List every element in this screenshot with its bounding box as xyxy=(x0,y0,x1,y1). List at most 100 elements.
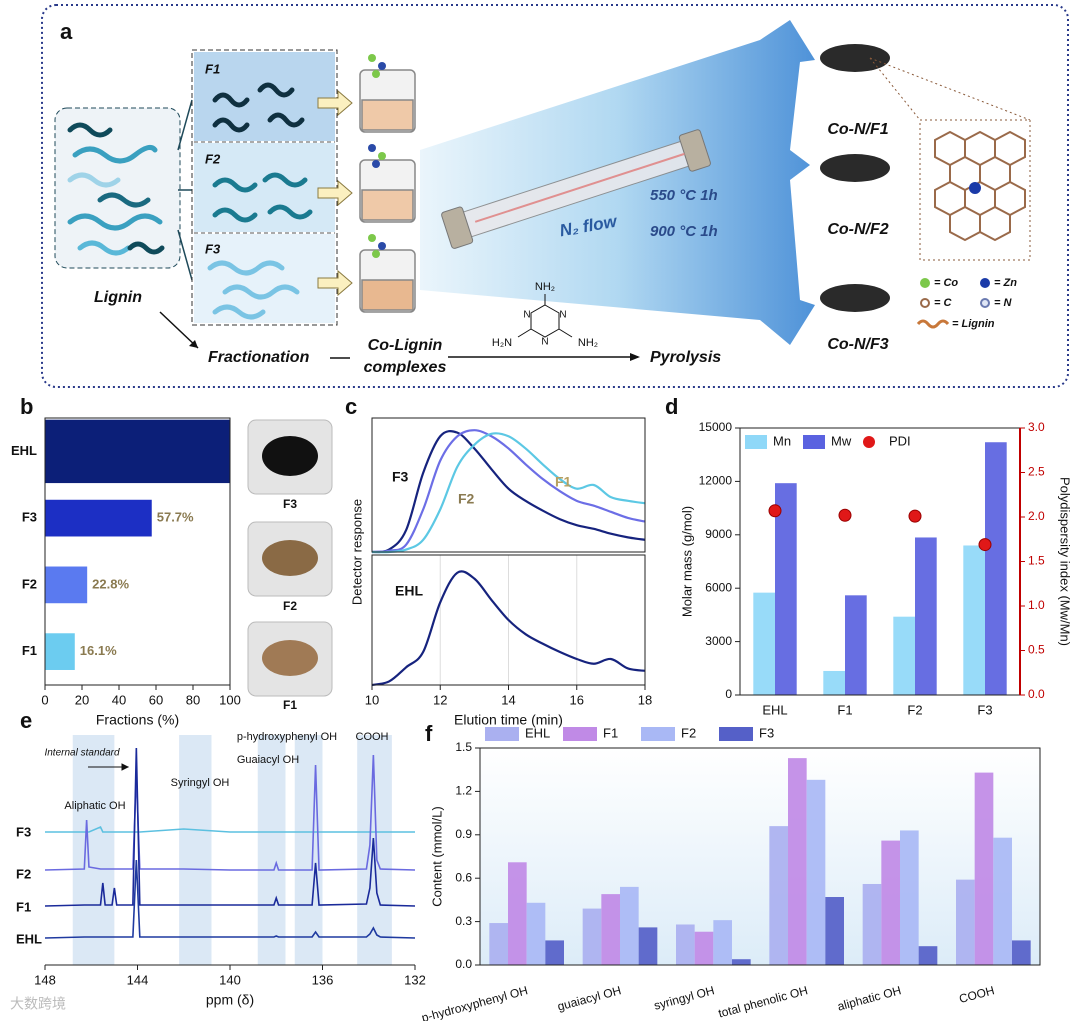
panel-border xyxy=(41,4,1069,388)
bar xyxy=(985,442,1007,695)
tube-furnace xyxy=(441,129,711,249)
x-tick-label: F1 xyxy=(837,702,852,717)
x-axis-label: Fractions (%) xyxy=(96,712,179,728)
bar xyxy=(638,927,658,965)
bar xyxy=(963,545,985,695)
legend-text: = C xyxy=(934,297,952,309)
y-tick-label: 2.5 xyxy=(1028,465,1045,479)
legend-label: EHL xyxy=(525,725,550,740)
y-tick-label: 3000 xyxy=(705,634,732,648)
bar xyxy=(489,923,508,965)
fraction-f2 xyxy=(194,143,335,232)
value-label: 16.1% xyxy=(80,643,117,658)
bar xyxy=(788,758,807,965)
bar xyxy=(775,483,797,695)
melamine-atom: NH₂ xyxy=(535,281,555,293)
scatter-point xyxy=(768,504,782,518)
legend-label: F2 xyxy=(681,725,696,740)
y-tick-label: 9000 xyxy=(705,527,732,541)
bar xyxy=(845,595,867,695)
trace-label: F1 xyxy=(16,899,31,914)
bar xyxy=(526,902,546,965)
x-tick-label: COOH xyxy=(958,983,996,1006)
scatter-point xyxy=(908,509,922,523)
spectrum-trace xyxy=(45,825,415,833)
y-tick-label: 1.5 xyxy=(455,740,472,754)
panel-label: b xyxy=(20,394,33,419)
region-label: Guaiacyl OH xyxy=(237,754,299,766)
melamine-atom: H₂N xyxy=(492,337,512,349)
bar xyxy=(915,537,937,695)
product-label: Co-N/F3 xyxy=(827,336,888,353)
panel-label: a xyxy=(60,19,73,44)
x-tick-label: 136 xyxy=(312,972,334,987)
product-label: Co-N/F1 xyxy=(827,121,888,138)
bar xyxy=(806,779,826,965)
y-tick-label: 1.0 xyxy=(1028,598,1045,612)
bar xyxy=(676,924,695,965)
x-tick-label: aliphatic OH xyxy=(836,983,903,1013)
category-label: F3 xyxy=(22,510,37,525)
panel-label: c xyxy=(345,394,357,419)
x-tick-label: EHL xyxy=(762,702,787,717)
region-label: COOH xyxy=(356,731,389,743)
bar xyxy=(893,616,915,695)
x-axis-label: Elution time (min) xyxy=(454,712,563,728)
legend-swatch xyxy=(485,727,519,741)
melamine-atom: N xyxy=(541,337,548,348)
legend-co xyxy=(920,278,930,288)
melamine-atom: N xyxy=(559,310,566,321)
y-tick-label: 3.0 xyxy=(1028,420,1045,434)
lattice xyxy=(934,130,1026,242)
bar xyxy=(753,592,775,695)
value-label: 57.7% xyxy=(157,510,194,525)
x-tick-label: 18 xyxy=(638,692,652,707)
legend-n xyxy=(980,298,990,308)
watermark: 大数跨境 xyxy=(10,996,66,1012)
lignin-box xyxy=(54,107,181,269)
legend-text: = N xyxy=(994,297,1012,309)
region-label: p-hydroxyphenyl OH xyxy=(237,731,337,743)
value-label: 22.8% xyxy=(92,576,129,591)
bar xyxy=(900,830,919,965)
plot-frame xyxy=(479,747,1041,966)
bar xyxy=(862,883,882,965)
x-tick-label: 16 xyxy=(570,692,584,707)
lignin-chains xyxy=(67,122,165,256)
x-tick-label: 144 xyxy=(127,972,149,987)
fraction-label: F2 xyxy=(205,151,221,166)
category-label: EHL xyxy=(11,443,37,458)
x-tick-label: 14 xyxy=(501,692,515,707)
series-label: F1 xyxy=(555,474,572,490)
plot-frame xyxy=(371,554,646,686)
photo-label: F1 xyxy=(283,698,297,712)
x-tick-label: 132 xyxy=(404,972,426,987)
legend-label: Mn xyxy=(773,433,791,448)
products xyxy=(820,44,890,312)
scatter-point xyxy=(838,508,852,522)
legend-swatch xyxy=(641,727,675,741)
bar xyxy=(582,908,602,965)
legend-text: = Lignin xyxy=(952,318,995,330)
x-tick-label: F3 xyxy=(977,702,992,717)
y-tick-label: 12000 xyxy=(699,474,733,488)
sample-photos xyxy=(247,419,333,697)
legend-c xyxy=(920,298,930,308)
x-tick-label: 140 xyxy=(219,972,241,987)
y-tick-label: 0.5 xyxy=(1028,643,1045,657)
line xyxy=(371,570,646,687)
y-tick-label: 0.6 xyxy=(455,870,472,884)
fraction-chains xyxy=(207,82,313,320)
y2-axis-label: Polydispersity index (Mw/Mn) xyxy=(1058,477,1073,646)
trace-label: F2 xyxy=(16,866,31,881)
x-tick-label: 0 xyxy=(41,692,48,707)
arrow xyxy=(159,311,199,349)
bar xyxy=(508,862,527,965)
legend-label: F3 xyxy=(759,725,774,740)
legend-lignin xyxy=(916,319,950,329)
scatter-point xyxy=(978,538,992,552)
region-label: Syringyl OH xyxy=(171,777,230,789)
spectrum-trace xyxy=(44,754,416,871)
y-tick-label: 0.0 xyxy=(455,957,472,971)
